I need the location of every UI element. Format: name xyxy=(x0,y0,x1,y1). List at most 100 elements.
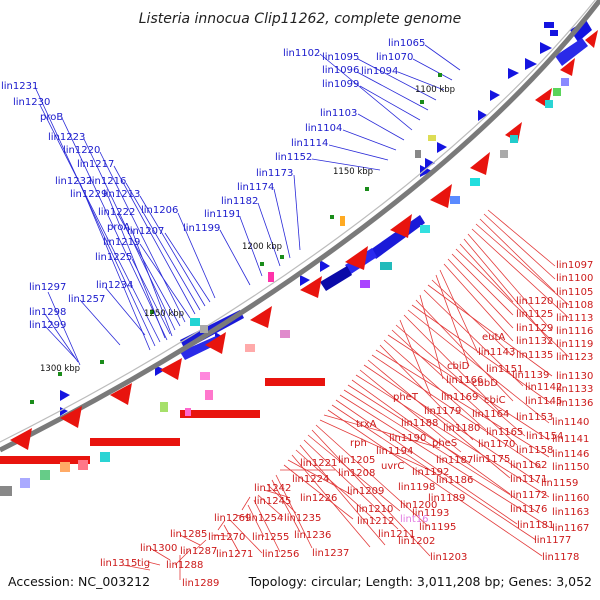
label-lin1173: lin1173 xyxy=(256,168,293,179)
label-lin1287: lin1287 xyxy=(180,546,217,557)
reverse-label-connectors xyxy=(34,44,461,366)
label-lin1174: lin1174 xyxy=(237,182,274,193)
label-lin1210: lin1210 xyxy=(356,504,393,515)
label-uvrC: uvrC xyxy=(381,461,404,472)
label-lin1164: lin1164 xyxy=(472,409,509,420)
label-lin1208: lin1208 xyxy=(338,468,375,479)
accession-text: Accession: NC_003212 xyxy=(8,574,150,589)
label-lin1297: lin1297 xyxy=(29,282,66,293)
label-lin1146: lin1146 xyxy=(552,449,589,460)
label-lin1186: lin1186 xyxy=(436,475,473,486)
label-lin1135: lin1135 xyxy=(516,350,553,361)
label-pheS: pheS xyxy=(432,438,457,449)
label-lin1140: lin1140 xyxy=(552,417,589,428)
label-lin1203: lin1203 xyxy=(430,552,467,563)
label-lin1254: lin1254 xyxy=(246,513,283,524)
label-lin1256: lin1256 xyxy=(262,549,299,560)
label-trxA: trxA xyxy=(356,419,377,430)
label-lin1065: lin1065 xyxy=(388,38,425,49)
label-rph: rph xyxy=(350,438,367,449)
label-lin1298: lin1298 xyxy=(29,307,66,318)
label-lin1130: lin1130 xyxy=(556,371,593,382)
label-lin1095: lin1095 xyxy=(322,52,359,63)
label-lin1213: lin1213 xyxy=(103,189,140,200)
label-lin1300: lin1300 xyxy=(140,543,177,554)
label-lin1194: lin1194 xyxy=(376,446,413,457)
label-lin1113: lin1113 xyxy=(556,313,593,324)
forward-label-connectors xyxy=(122,209,570,580)
label-lin1221: lin1221 xyxy=(300,458,337,469)
label-lin1099: lin1099 xyxy=(322,79,359,90)
label-eutA: eutA xyxy=(482,332,505,343)
label-lin1202: lin1202 xyxy=(398,536,435,547)
label-lin1315: lin1315 xyxy=(100,558,137,569)
label-lin1181: lin1181 xyxy=(517,520,554,531)
label-lin1257: lin1257 xyxy=(68,294,105,305)
label-lin1145: lin1145 xyxy=(525,396,562,407)
label-lin1163: lin1163 xyxy=(552,507,589,518)
label-lin1159: lin1159 xyxy=(541,478,578,489)
label-lin1200: lin1200 xyxy=(400,500,437,511)
label-lin1289: lin1289 xyxy=(182,578,219,589)
kbp-1250: 1250 kbp xyxy=(144,309,184,319)
kbp-tick-marks xyxy=(30,73,442,404)
label-lin1224: lin1224 xyxy=(292,474,329,485)
kbp-1300: 1300 kbp xyxy=(40,364,80,374)
kbp-1200: 1200 kbp xyxy=(242,242,282,252)
label-lin1182: lin1182 xyxy=(221,196,258,207)
label-lin1285: lin1285 xyxy=(170,529,207,540)
label-lin1220: lin1220 xyxy=(63,145,100,156)
label-lin1179: lin1179 xyxy=(424,406,461,417)
label-lin1187: lin1187 xyxy=(436,455,473,466)
label-lin1171: lin1171 xyxy=(510,474,547,485)
label-lin1177: lin1177 xyxy=(534,535,571,546)
label-lin1217: lin1217 xyxy=(77,159,114,170)
label-lin1132: lin1132 xyxy=(516,336,553,347)
label-lin1154: lin1154 xyxy=(526,431,563,442)
label-lin1195: lin1195 xyxy=(419,522,456,533)
label-lin1105: lin1105 xyxy=(556,287,593,298)
label-lin1269: lin1269 xyxy=(214,513,251,524)
label-lin1150: lin1150 xyxy=(552,462,589,473)
label-lin1103: lin1103 xyxy=(320,108,357,119)
kbp-1150: 1150 kbp xyxy=(333,167,373,177)
label-lin1070: lin1070 xyxy=(376,52,413,63)
label-pheT: pheT xyxy=(393,392,419,403)
label-lin1167: lin1167 xyxy=(552,523,589,534)
label-lin1125: lin1125 xyxy=(516,309,553,320)
label-lin1271: lin1271 xyxy=(216,549,253,560)
label-lin1136: lin1136 xyxy=(556,398,593,409)
label-lin1104: lin1104 xyxy=(305,123,342,134)
label-lin1119: lin1119 xyxy=(556,339,593,350)
label-lint16: lint16 xyxy=(400,514,429,525)
label-lin1192: lin1192 xyxy=(412,467,449,478)
label-lin1166: lin1166 xyxy=(446,375,483,386)
reverse-labels: lin1065 lin1070 lin1094 lin1095 lin1096 … xyxy=(1,38,425,331)
label-lin1245: lin1245 xyxy=(254,496,291,507)
label-lin1222: lin1222 xyxy=(98,207,135,218)
kbp-1100: 1100 kbp xyxy=(415,85,455,95)
label-lin1255: lin1255 xyxy=(252,532,289,543)
label-lin1114: lin1114 xyxy=(291,138,328,149)
label-lin1160: lin1160 xyxy=(552,493,589,504)
label-lin1198: lin1198 xyxy=(398,482,435,493)
genome-backbone xyxy=(0,0,600,453)
label-lin1102: lin1102 xyxy=(283,48,320,59)
label-lin1158: lin1158 xyxy=(516,445,553,456)
label-lin1211: lin1211 xyxy=(378,529,415,540)
label-lin1180: lin1180 xyxy=(443,423,480,434)
label-lin1206: lin1206 xyxy=(141,205,178,216)
label-lin1232: lin1232 xyxy=(55,176,92,187)
label-lin1219: lin1219 xyxy=(103,237,140,248)
map-title: Listeria innocua Clip11262, complete gen… xyxy=(139,11,461,27)
label-lin1153: lin1153 xyxy=(516,412,553,423)
label-lin1234: lin1234 xyxy=(96,280,133,291)
label-lin1142: lin1142 xyxy=(525,382,562,393)
label-proB: proB xyxy=(40,112,63,123)
label-lin1235: lin1235 xyxy=(284,513,321,524)
label-lin1141: lin1141 xyxy=(552,434,589,445)
label-lin1207: lin1207 xyxy=(127,226,164,237)
label-lin1096: lin1096 xyxy=(322,65,359,76)
label-lin1288: lin1288 xyxy=(166,560,203,571)
